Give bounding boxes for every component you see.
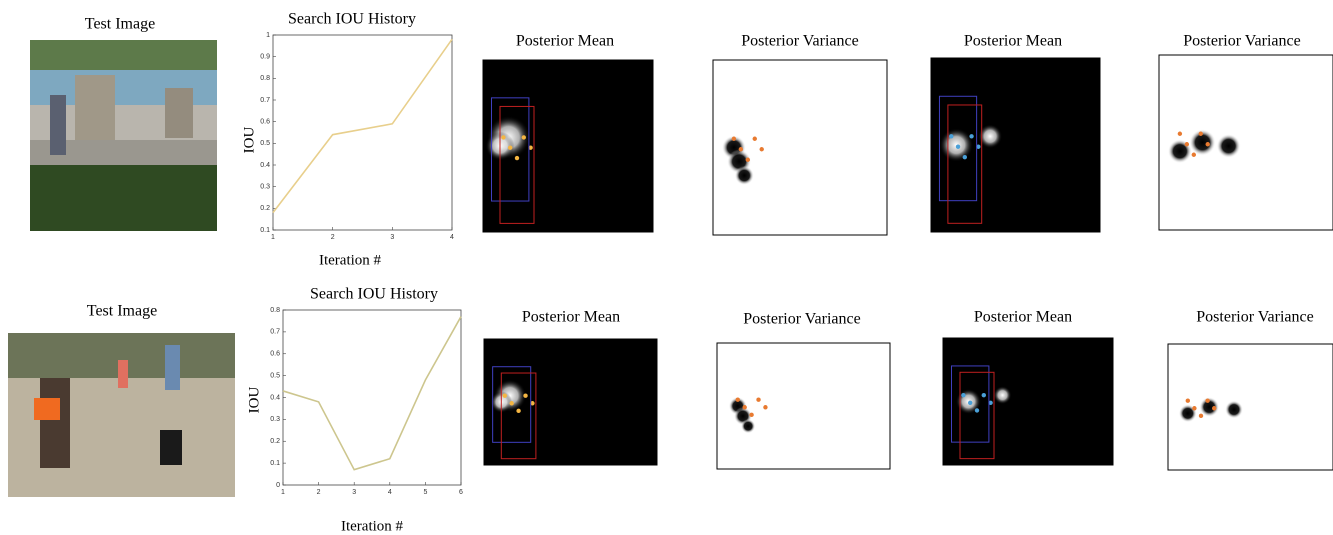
y-axis-label: IOU bbox=[246, 387, 262, 414]
x-tick-label: 4 bbox=[388, 489, 392, 496]
x-tick-label: 5 bbox=[423, 489, 427, 496]
blob bbox=[735, 166, 754, 185]
sample-dot bbox=[515, 156, 519, 160]
y-tick-label: 0.2 bbox=[270, 438, 280, 445]
sample-dot bbox=[746, 158, 750, 162]
blob bbox=[1217, 134, 1241, 158]
sample-dot bbox=[1205, 399, 1209, 403]
sample-dot bbox=[956, 145, 960, 149]
chart-title: Search IOU History bbox=[310, 286, 438, 303]
panel-title: Posterior Variance bbox=[1183, 33, 1300, 50]
sample-dot bbox=[739, 147, 743, 151]
sample-dot bbox=[742, 405, 746, 409]
y-tick-label: 0.9 bbox=[260, 54, 270, 61]
x-tick-label: 6 bbox=[459, 489, 463, 496]
sample-dot bbox=[1178, 132, 1182, 136]
sample-dot bbox=[961, 393, 965, 397]
y-tick-label: 0.8 bbox=[270, 307, 280, 314]
y-tick-label: 0.6 bbox=[270, 351, 280, 358]
sample-dot bbox=[949, 134, 953, 138]
y-tick-label: 0.3 bbox=[260, 184, 270, 191]
sample-dot bbox=[763, 405, 767, 409]
sample-dot bbox=[501, 135, 505, 139]
sample-dot bbox=[522, 135, 526, 139]
x-axis-label: Iteration # bbox=[319, 252, 382, 268]
chart-title: Search IOU History bbox=[288, 11, 416, 28]
blob bbox=[741, 419, 755, 433]
panel-title: Posterior Mean bbox=[964, 33, 1062, 50]
y-tick-label: 0.1 bbox=[270, 460, 280, 467]
panel-title: Posterior Variance bbox=[743, 311, 860, 328]
x-tick-label: 3 bbox=[390, 234, 394, 241]
sample-dot bbox=[736, 398, 740, 402]
test-image-1 bbox=[30, 40, 217, 231]
y-tick-label: 0.2 bbox=[260, 205, 270, 212]
sample-dot bbox=[1199, 414, 1203, 418]
x-tick-label: 1 bbox=[281, 489, 285, 496]
blob bbox=[940, 128, 974, 162]
sample-dot bbox=[760, 147, 764, 151]
sample-dot bbox=[508, 146, 512, 150]
sample-dot bbox=[1192, 406, 1196, 410]
x-tick-label: 3 bbox=[352, 489, 356, 496]
y-tick-label: 0.3 bbox=[270, 416, 280, 423]
panel-title: Posterior Variance bbox=[741, 33, 858, 50]
panel-title: Posterior Mean bbox=[974, 309, 1072, 326]
sample-dot bbox=[975, 408, 979, 412]
sample-dot bbox=[516, 409, 520, 413]
sample-dot bbox=[968, 401, 972, 405]
figure: Test Image 0.1 0.2 0.3 0.4 0.5 0.6 0.7 0.8 0.9 1 1 2… bbox=[0, 0, 1333, 535]
sample-dot bbox=[503, 394, 507, 398]
sample-dot bbox=[732, 137, 736, 141]
y-axis-label: IOU bbox=[241, 127, 257, 154]
y-tick-label: 0.6 bbox=[260, 119, 270, 126]
blob bbox=[1225, 401, 1243, 419]
y-tick-label: 0.4 bbox=[260, 162, 270, 169]
sample-dot bbox=[523, 394, 527, 398]
y-tick-label: 0.4 bbox=[270, 394, 280, 401]
x-tick-label: 2 bbox=[317, 489, 321, 496]
sample-dot bbox=[1199, 132, 1203, 136]
image-title: Test Image bbox=[85, 16, 155, 33]
sample-dot bbox=[509, 401, 513, 405]
y-tick-label: 0.8 bbox=[260, 75, 270, 82]
blob bbox=[994, 386, 1012, 404]
sample-dot bbox=[1192, 153, 1196, 157]
sample-dot bbox=[1185, 142, 1189, 146]
y-tick-label: 0.5 bbox=[270, 372, 280, 379]
sample-dot bbox=[982, 393, 986, 397]
panel-title: Posterior Mean bbox=[516, 33, 614, 50]
panel-title: Posterior Variance bbox=[1196, 309, 1313, 326]
y-tick-label: 0 bbox=[276, 482, 280, 489]
y-tick-label: 0.5 bbox=[260, 140, 270, 147]
panel-title: Posterior Mean bbox=[522, 309, 620, 326]
y-tick-label: 0.7 bbox=[270, 329, 280, 336]
plot-area bbox=[283, 310, 461, 485]
y-tick-label: 0.7 bbox=[260, 97, 270, 104]
x-tick-label: 2 bbox=[331, 234, 335, 241]
sample-dot bbox=[756, 398, 760, 402]
sample-dot bbox=[1206, 142, 1210, 146]
sample-dot bbox=[1212, 406, 1216, 410]
x-tick-label: 1 bbox=[271, 234, 275, 241]
y-tick-label: 0.1 bbox=[260, 227, 270, 234]
sample-dot bbox=[749, 413, 753, 417]
plot-area bbox=[273, 35, 452, 230]
sample-dot bbox=[1186, 399, 1190, 403]
y-tick-label: 1 bbox=[266, 32, 270, 39]
sample-dot bbox=[963, 155, 967, 159]
test-image-2 bbox=[8, 333, 235, 497]
image-title: Test Image bbox=[87, 303, 157, 320]
sample-dot bbox=[753, 137, 757, 141]
sample-dot bbox=[969, 134, 973, 138]
x-tick-label: 4 bbox=[450, 234, 454, 241]
x-axis-label: Iteration # bbox=[341, 518, 404, 534]
